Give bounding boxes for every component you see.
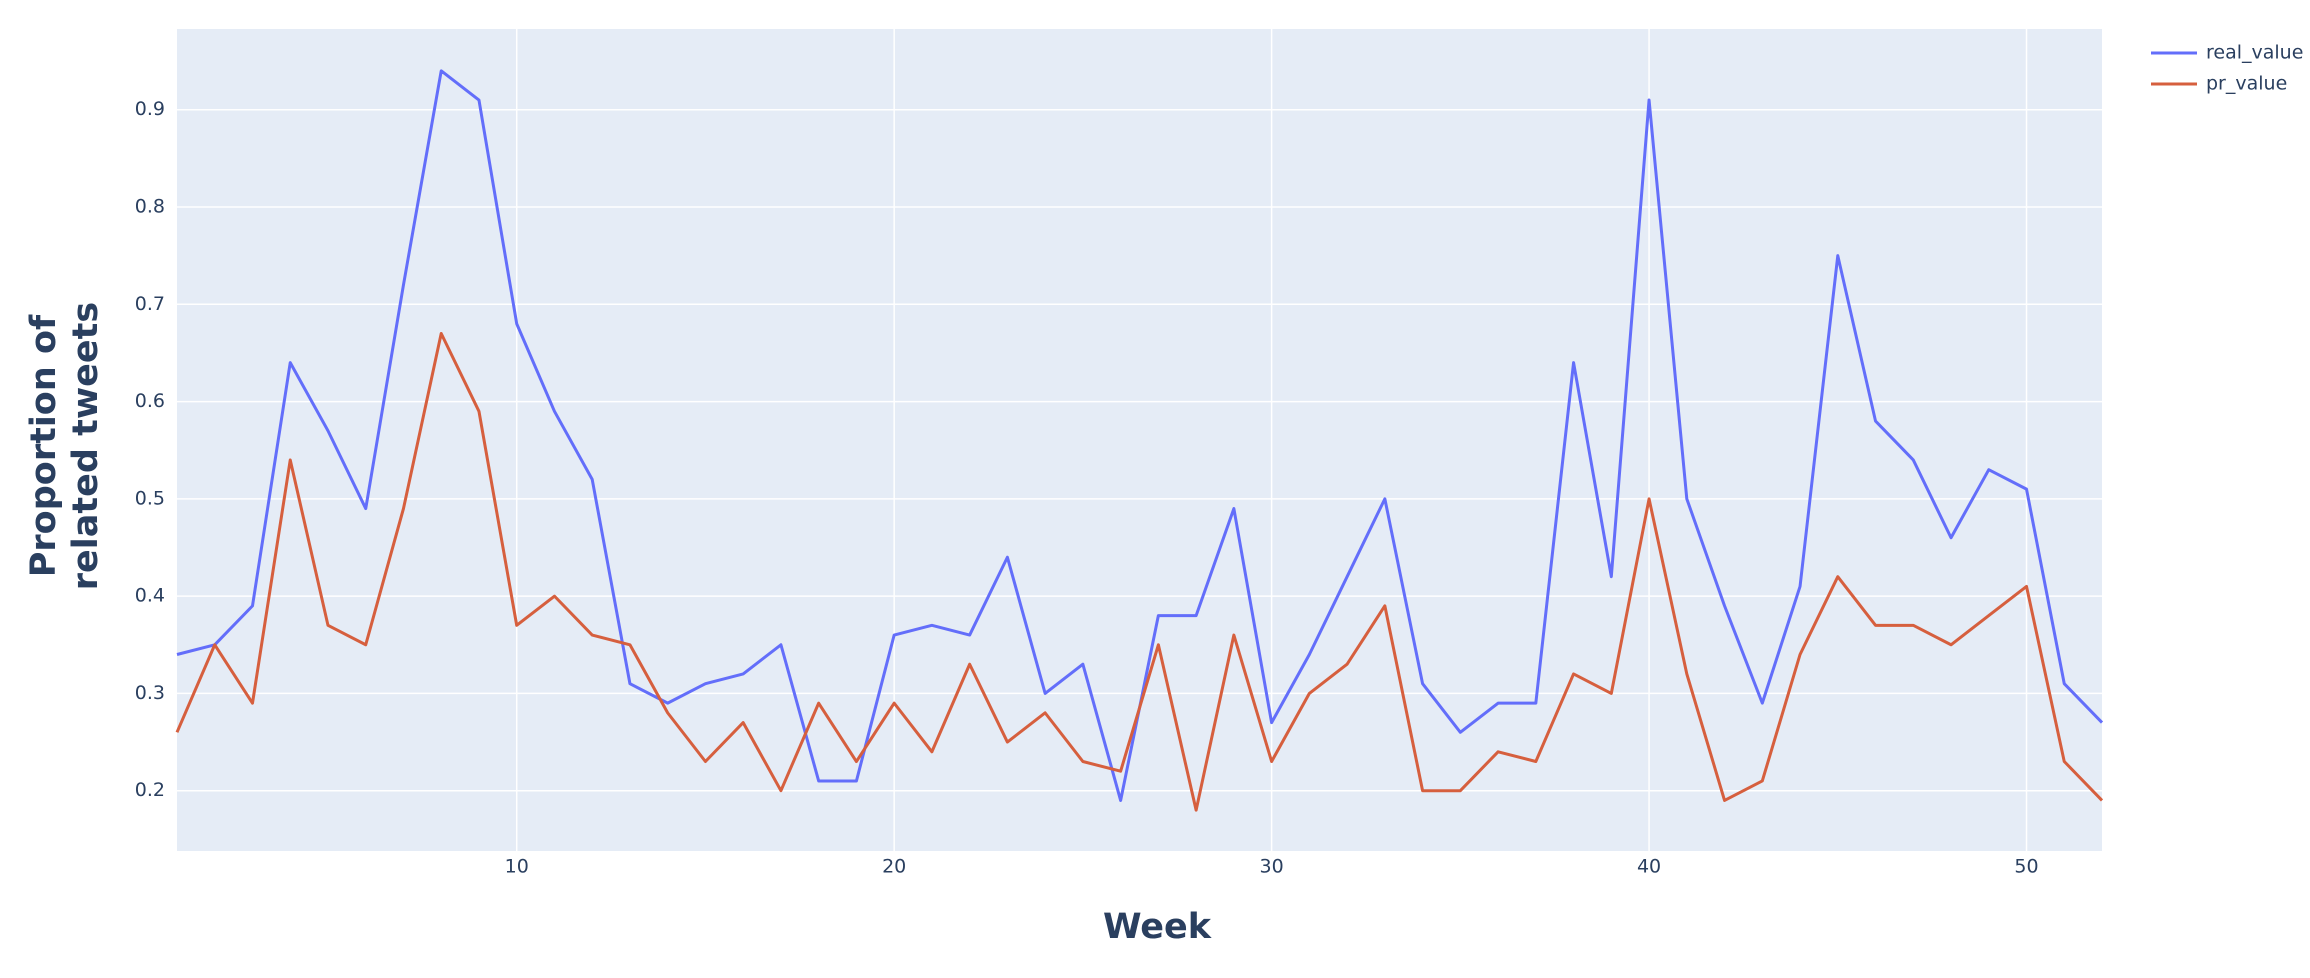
y-tick-label: 0.9 — [135, 98, 165, 120]
x-tick-label: 40 — [1637, 856, 1661, 878]
y-tick-label: 0.7 — [135, 293, 165, 315]
x-tick-label: 10 — [505, 856, 529, 878]
y-tick-label: 0.8 — [135, 196, 165, 218]
x-tick-label: 20 — [882, 856, 906, 878]
legend-label: pr_value — [2206, 73, 2287, 95]
x-axis-title: Week — [1103, 907, 1212, 947]
legend-label: real_value — [2206, 42, 2303, 64]
y-tick-label: 0.4 — [135, 585, 165, 607]
plot-area — [177, 29, 2102, 851]
y-axis-title: Proportion of — [24, 314, 64, 577]
y-tick-label: 0.3 — [135, 682, 165, 704]
data-line — [175, 331, 2104, 812]
x-tick-label: 30 — [1260, 856, 1284, 878]
y-tick-label: 0.5 — [135, 487, 165, 509]
y-tick-label: 0.2 — [135, 779, 165, 801]
x-tick-label: 50 — [2014, 856, 2038, 878]
y-axis-title: related tweets — [66, 302, 106, 590]
y-tick-label: 0.6 — [135, 390, 165, 412]
